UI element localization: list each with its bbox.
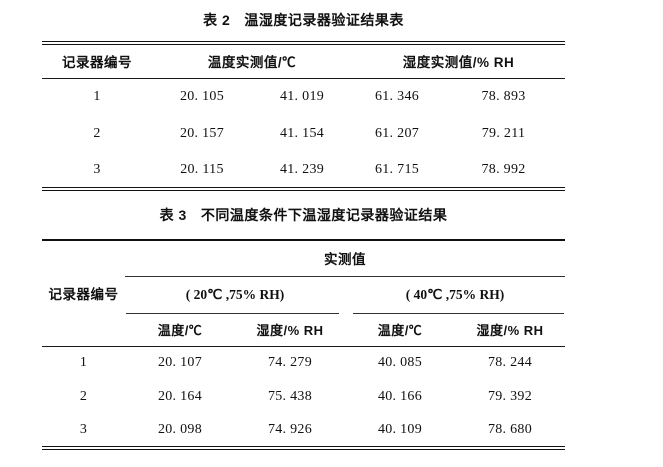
table-cell: 41. 239 <box>279 161 325 177</box>
table2-header-humidity: 湿度实测值/% RH <box>352 43 566 79</box>
table-cell: 40. 166 <box>377 389 423 404</box>
table-cell: 20. 107 <box>157 355 203 371</box>
table3-subheader-humidity-1: 湿度/% RH <box>235 314 345 347</box>
table-row: 2 20. 164 75. 438 40. 166 79. 392 <box>42 380 565 414</box>
table-cell: 3 <box>93 161 101 177</box>
table-cell: 3 <box>79 422 88 437</box>
table2-title: 表 2 温湿度记录器验证结果表 <box>42 0 565 31</box>
table-cell: 1 <box>79 355 88 371</box>
table3-header-measured: 实测值 <box>125 240 565 277</box>
table-cell: 40. 085 <box>377 355 423 371</box>
table2-header-temp: 温度实测值/℃ <box>152 43 353 79</box>
table3-header-row-2: ( 20℃ ,75% RH) ( 40℃ ,75% RH) <box>42 276 565 314</box>
table3-subheader-temp-2: 温度/℃ <box>345 314 455 347</box>
table-cell: 20. 157 <box>179 125 225 141</box>
table3-title-text: 不同温度条件下温湿度记录器验证结果 <box>200 207 448 223</box>
table-cell: 20. 164 <box>157 389 203 404</box>
table-cell: 1 <box>93 88 101 104</box>
table-row: 3 20. 098 74. 926 40. 109 78. 680 <box>42 414 565 448</box>
table3-header-row-1: 记录器编号 实测值 <box>42 240 565 347</box>
table-cell: 75. 438 <box>267 389 313 404</box>
table-row: 2 20. 157 41. 154 61. 207 79. 211 <box>42 115 565 152</box>
table2: 记录器编号 温度实测值/℃ 湿度实测值/% RH 1 20. 105 41. 0… <box>42 41 566 191</box>
table3-subheader-humidity-2: 湿度/% RH <box>455 314 565 347</box>
table-cell: 2 <box>79 389 88 404</box>
table-row: 3 20. 115 41. 239 61. 715 78. 992 <box>42 152 565 189</box>
table-cell: 74. 926 <box>267 422 313 437</box>
table3-subheader-temp-1: 温度/℃ <box>125 314 235 347</box>
table3: 记录器编号 实测值 ( 20℃ ,75% RH) ( 40℃ ,75% RH) … <box>42 239 565 450</box>
table3-title: 表 3 不同温度条件下温湿度记录器验证结果 <box>42 204 565 226</box>
table-cell: 41. 154 <box>279 125 325 141</box>
table-row: 1 20. 107 74. 279 40. 085 78. 244 <box>42 346 565 380</box>
table2-title-label: 表 2 <box>203 12 231 28</box>
table3-header-recorder: 记录器编号 <box>42 240 125 347</box>
table-cell: 74. 279 <box>267 355 313 371</box>
table-cell: 20. 105 <box>179 88 225 104</box>
table-cell: 40. 109 <box>377 422 423 437</box>
table-cell: 78. 893 <box>481 88 526 104</box>
table-cell: 78. 244 <box>487 355 533 371</box>
table3-header-row-3: 温度/℃ 湿度/% RH 温度/℃ 湿度/% RH <box>42 314 565 347</box>
table-cell: 20. 098 <box>157 422 203 437</box>
table-cell: 2 <box>93 125 101 141</box>
table-cell: 41. 019 <box>279 88 325 104</box>
table-cell: 61. 346 <box>374 88 420 104</box>
table3-title-label: 表 3 <box>159 207 187 223</box>
tables-region: 表 2 温湿度记录器验证结果表 记录器编号 温度实测值/℃ 湿度实测值/% RH … <box>42 0 566 450</box>
table2-title-text: 温湿度记录器验证结果表 <box>244 12 404 28</box>
table3-header-condition-20c: ( 20℃ ,75% RH) <box>125 276 345 314</box>
table2-header-row: 记录器编号 温度实测值/℃ 湿度实测值/% RH <box>42 43 566 79</box>
table-cell: 79. 211 <box>481 125 526 141</box>
table3-header-condition-40c: ( 40℃ ,75% RH) <box>345 276 565 314</box>
table-row: 1 20. 105 41. 019 61. 346 78. 893 <box>42 78 565 115</box>
table-cell: 78. 680 <box>487 422 533 437</box>
table-cell: 61. 715 <box>374 161 420 177</box>
table-cell: 61. 207 <box>374 125 420 141</box>
table-cell: 78. 992 <box>481 161 526 177</box>
table-cell: 20. 115 <box>180 161 224 177</box>
table2-header-recorder: 记录器编号 <box>42 43 152 79</box>
table-cell: 79. 392 <box>487 389 533 404</box>
